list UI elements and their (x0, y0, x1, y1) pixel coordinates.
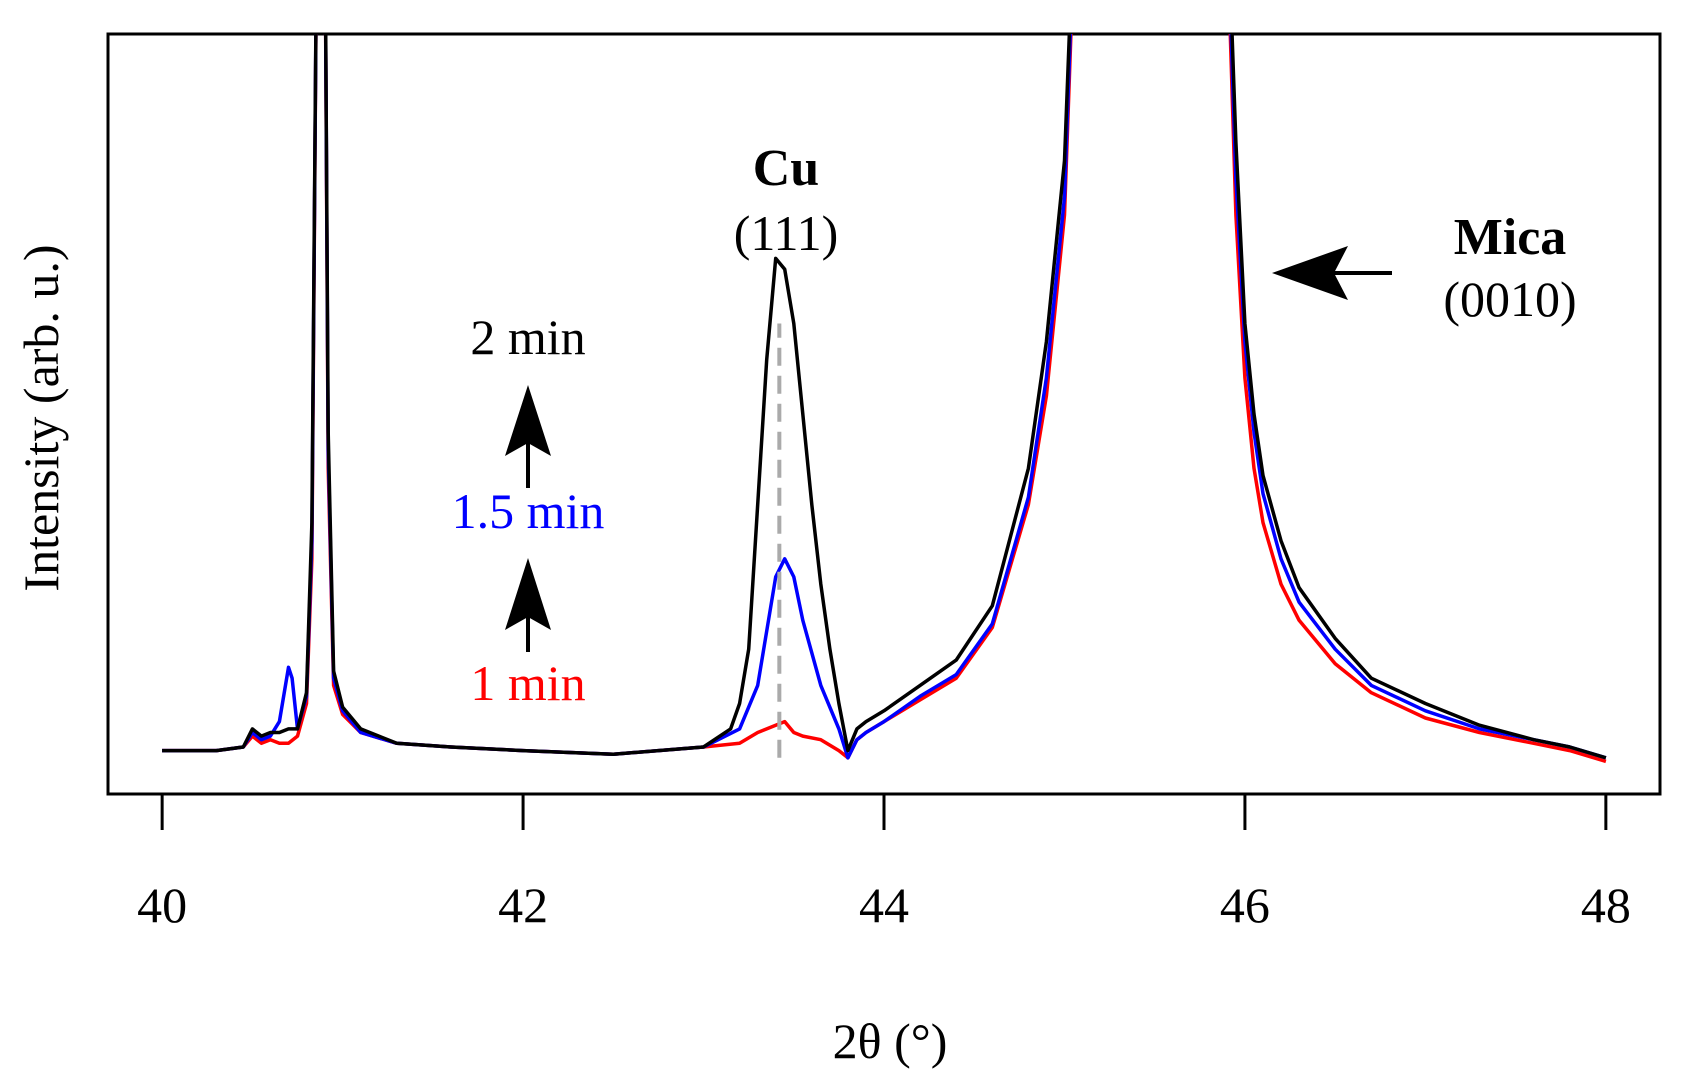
series-line-1-min (162, 34, 1607, 764)
up-arrow-icon (505, 385, 551, 488)
series-line-1-5-min (162, 34, 1607, 760)
x-tick-label: 48 (1581, 877, 1631, 933)
cu-index-label: (111) (734, 205, 839, 261)
x-tick-label: 46 (1220, 877, 1270, 933)
plot-frame (106, 32, 1662, 796)
x-axis: 40 42 44 46 48 (137, 794, 1631, 933)
series-layer (162, 34, 1607, 764)
x-tick-label: 42 (498, 877, 548, 933)
time-label-1-5min: 1.5 min (452, 483, 605, 539)
x-tick-label: 40 (137, 877, 187, 933)
mica-arrow-icon (1272, 246, 1392, 300)
mica-index-label: (0010) (1443, 271, 1576, 327)
series-line-2-min (162, 34, 1607, 760)
up-arrow-icon (505, 558, 551, 652)
time-label-1min: 1 min (470, 655, 585, 711)
y-axis-title: Intensity (arb. u.) (13, 244, 69, 591)
time-label-2min: 2 min (470, 309, 585, 365)
mica-label: Mica (1454, 209, 1567, 266)
cu-label: Cu (753, 140, 819, 197)
x-tick-label: 44 (859, 877, 909, 933)
x-axis-title: 2θ (°) (833, 1013, 948, 1069)
